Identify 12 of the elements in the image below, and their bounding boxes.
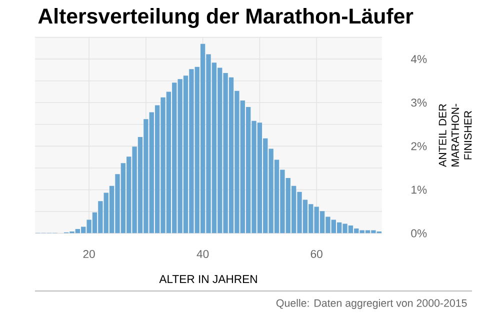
y-tick-label: 2% — [411, 142, 427, 150]
chart-title: Altersverteilung der Marathon-Läufer — [38, 8, 414, 28]
source-note: Quelle: Daten aggregiert von 2000-2015 — [276, 299, 467, 309]
y-tick-label: 3% — [411, 98, 427, 107]
y-axis-title: ANTEIL DER MARATHON-FINISHER — [438, 104, 472, 167]
y-tick-label: 1% — [412, 186, 427, 194]
x-tick-label: 20 — [83, 250, 95, 258]
y-tick-label: 4% — [410, 55, 427, 64]
x-tick-label: 60 — [310, 250, 322, 258]
y-tick-label: 0% — [411, 229, 427, 238]
x-tick-label: 40 — [196, 250, 209, 258]
x-axis-title: ALTER IN JAHREN — [159, 275, 257, 284]
